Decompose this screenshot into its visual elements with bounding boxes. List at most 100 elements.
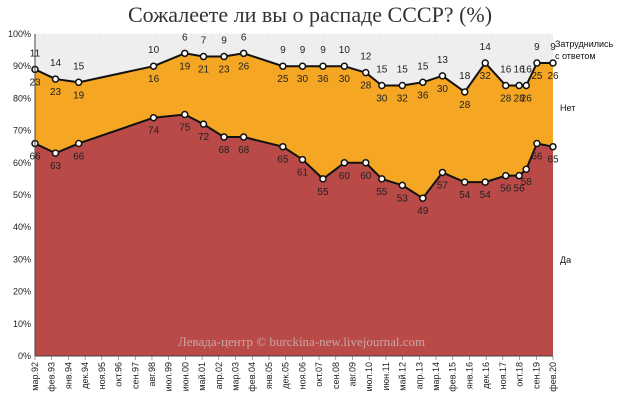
- axes: 0% 10% 20% 30% 40% 50% 60% 70% 80% 90% 100% мар.92 ф…: [8, 29, 558, 392]
- x-tick-label: мар.92: [30, 362, 40, 391]
- label-dk: 12: [360, 52, 372, 63]
- label-no: 23: [218, 65, 230, 76]
- x-tick-label: апр.02: [214, 362, 224, 389]
- label-yes: 55: [376, 187, 388, 198]
- marker-yes: [533, 139, 541, 148]
- x-tick-label: июл.10: [364, 362, 374, 391]
- label-no: 32: [397, 94, 409, 105]
- x-tick-label: июн.00: [180, 362, 190, 391]
- x-tick-label: фев.93: [47, 362, 57, 392]
- marker-top: [419, 78, 427, 87]
- legend-no: Нет: [560, 103, 575, 113]
- label-no: 28: [459, 100, 471, 111]
- x-tick-label: окт.96: [114, 362, 124, 387]
- x-tick-label: сен.08: [331, 362, 341, 389]
- x-tick-label: апр.13: [414, 362, 424, 389]
- label-no: 16: [148, 74, 160, 85]
- areas: [35, 34, 553, 356]
- label-yes: 74: [148, 126, 160, 137]
- marker-yes: [419, 194, 427, 202]
- marker-yes: [522, 165, 531, 173]
- label-dk: 14: [50, 58, 62, 69]
- x-tick-label: янв.16: [464, 362, 474, 389]
- label-yes: 49: [417, 206, 429, 217]
- marker-top: [279, 62, 287, 70]
- label-no: 30: [376, 94, 388, 105]
- x-tick-label: янв.94: [63, 362, 73, 389]
- marker-top: [398, 81, 407, 90]
- label-dk: 16: [500, 65, 512, 76]
- label-no: 32: [480, 71, 492, 82]
- marker-top: [298, 62, 307, 70]
- label-yes: 68: [238, 145, 250, 156]
- marker-yes: [220, 133, 228, 141]
- label-dk: 6: [182, 32, 188, 43]
- marker-yes: [298, 155, 307, 164]
- label-dk: 16: [521, 65, 533, 76]
- label-no: 26: [547, 71, 559, 82]
- marker-yes: [319, 175, 327, 183]
- legend-dk-1: Затруднились: [555, 39, 613, 49]
- label-yes: 68: [218, 145, 230, 156]
- label-dk: 9: [534, 42, 540, 53]
- marker-yes: [362, 159, 370, 167]
- label-no: 25: [531, 71, 543, 82]
- x-tick-label: авг.09: [347, 362, 357, 386]
- label-no: 28: [360, 81, 372, 92]
- label-yes: 66: [73, 151, 85, 162]
- x-tick-label: сен.97: [130, 362, 140, 389]
- x-tick-label: дек.16: [481, 362, 491, 389]
- x-tick-label: ноя.95: [97, 362, 107, 389]
- x-tick-label: июл.99: [164, 362, 174, 391]
- marker-top: [51, 75, 60, 83]
- label-no: 19: [73, 90, 85, 101]
- marker-yes: [340, 159, 349, 167]
- x-tick-label: мар.03: [231, 362, 241, 391]
- marker-yes: [181, 110, 189, 119]
- y-tick-label: 80%: [13, 93, 31, 103]
- legend-yes: Да: [560, 255, 571, 265]
- marker-yes: [549, 142, 557, 151]
- x-tick-label: авг.98: [147, 362, 157, 386]
- y-tick-label: 70%: [13, 126, 31, 136]
- marker-yes: [378, 175, 386, 183]
- marker-yes: [438, 168, 447, 177]
- marker-yes: [199, 120, 208, 128]
- label-dk: 6: [241, 32, 247, 43]
- marker-yes: [279, 142, 287, 151]
- label-dk: 15: [417, 61, 429, 72]
- label-dk: 9: [320, 45, 326, 56]
- watermark: Левада-центр © burckina-new.livejournal.…: [178, 334, 425, 349]
- marker-top: [239, 49, 248, 58]
- marker-yes: [460, 178, 469, 186]
- label-dk: 18: [459, 71, 471, 82]
- label-yes: 57: [437, 180, 449, 191]
- label-no: 36: [317, 74, 329, 85]
- marker-yes: [481, 178, 489, 186]
- legend-dk-2: с ответом: [555, 51, 596, 61]
- x-tick-label: мар.14: [431, 362, 441, 391]
- label-no: 19: [179, 61, 191, 72]
- x-tick-label: дек.94: [80, 362, 90, 389]
- label-yes: 53: [397, 193, 409, 204]
- y-tick-label: 30%: [13, 254, 31, 264]
- y-tick-label: 100%: [8, 29, 31, 39]
- marker-yes: [74, 139, 83, 148]
- marker-top: [460, 88, 469, 96]
- label-dk: 16: [514, 65, 526, 76]
- label-no: 30: [297, 74, 309, 85]
- x-tick-label: ноя.17: [498, 362, 508, 389]
- x-tick-label: май.01: [197, 362, 207, 391]
- label-yes: 65: [547, 155, 559, 166]
- label-dk: 15: [376, 65, 388, 76]
- y-tick-label: 50%: [13, 190, 31, 200]
- label-yes: 54: [459, 190, 471, 201]
- y-tick-label: 0%: [18, 351, 31, 361]
- label-no: 28: [500, 94, 512, 105]
- label-yes: 56: [500, 184, 512, 195]
- marker-top: [378, 81, 386, 90]
- marker-top: [515, 81, 523, 90]
- marker-top: [340, 62, 349, 70]
- marker-yes: [239, 133, 248, 141]
- marker-top: [319, 62, 327, 70]
